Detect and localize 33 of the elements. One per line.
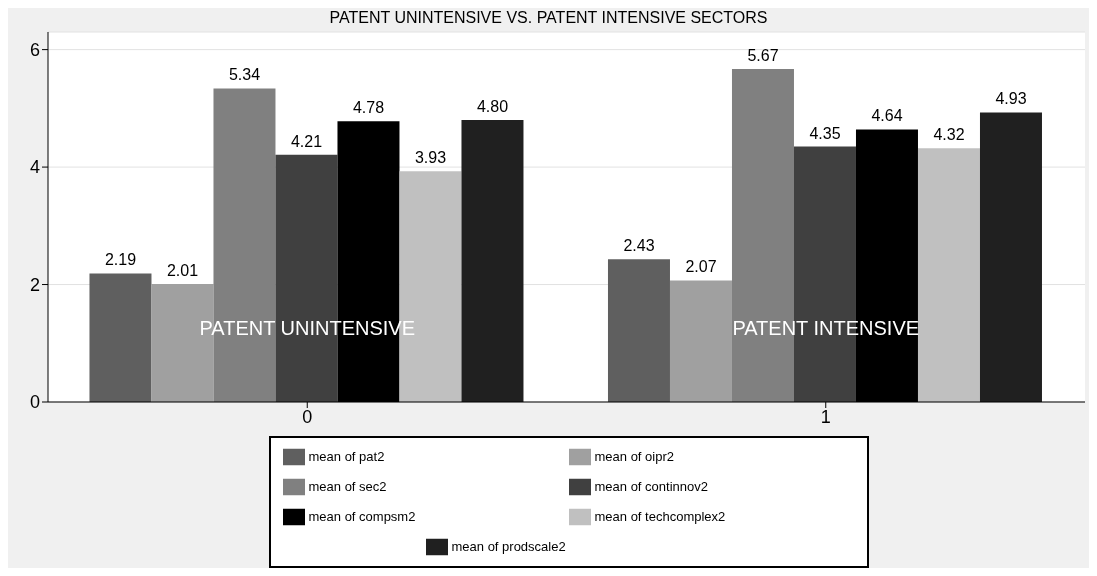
y-tick-label: 6 (29, 40, 40, 61)
y-tick-label: 4 (29, 157, 40, 178)
data-label: 4.64 (871, 107, 903, 125)
data-label: 4.35 (809, 124, 841, 142)
data-label: 2.01 (166, 261, 199, 279)
data-label: 2.19 (104, 251, 137, 269)
y-tick-label: 2 (29, 274, 40, 295)
legend-label: mean of techcomplex2 (594, 508, 727, 526)
chart-title: PATENT UNINTENSIVE VS. PATENT INTENSIVE SECTORS (328, 8, 769, 28)
legend-label: mean of prodscale2 (451, 538, 567, 556)
data-label: 5.67 (747, 47, 779, 64)
bar (89, 273, 152, 402)
x-tick-label: 1 (820, 406, 831, 427)
legend-label: mean of compsm2 (308, 508, 417, 526)
legend-label: mean of sec2 (308, 478, 388, 496)
legend-label: mean of pat2 (308, 448, 386, 466)
bar (979, 112, 1042, 402)
bar (669, 280, 732, 402)
data-label: 3.93 (414, 149, 447, 167)
data-label: 4.78 (352, 99, 385, 117)
data-label: 5.34 (228, 66, 261, 84)
data-label: 2.07 (685, 258, 717, 276)
legend-label: mean of oipr2 (594, 448, 675, 466)
bar (607, 259, 670, 402)
y-tick-label: 0 (29, 392, 40, 413)
data-label: 4.32 (933, 126, 965, 144)
data-label: 2.43 (623, 237, 655, 255)
data-label: 4.80 (476, 98, 509, 116)
bar (461, 120, 524, 402)
data-label: 4.21 (290, 132, 323, 150)
data-label: 4.93 (995, 90, 1027, 108)
bar (917, 148, 980, 402)
legend-label: mean of continnov2 (594, 478, 709, 496)
